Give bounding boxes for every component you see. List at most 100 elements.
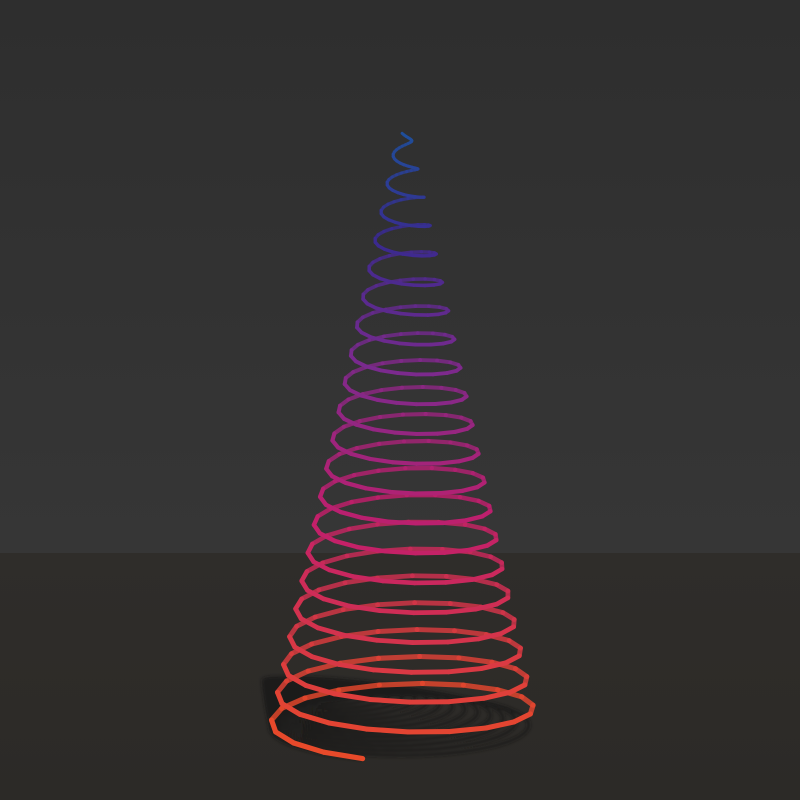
coil-segment [446, 725, 489, 735]
coil-segment [331, 691, 373, 702]
coil-segment [437, 459, 461, 466]
coil-segment [359, 515, 391, 524]
spring-coil-front [268, 131, 533, 762]
coil-segment [447, 601, 484, 610]
coil-segment [379, 385, 404, 393]
coil-segment [440, 518, 469, 526]
coil-segment [413, 550, 447, 556]
coil-segment [354, 441, 382, 451]
coil-segment [321, 749, 366, 762]
coil-segment [432, 492, 463, 500]
coil-segment [399, 385, 425, 390]
coil-segment [420, 385, 444, 390]
coil-segment [456, 655, 495, 665]
coil-segment [341, 632, 380, 643]
coil-segment [443, 413, 464, 420]
coil-segment [355, 544, 388, 554]
coil-segment [305, 587, 326, 602]
coil-segment [364, 364, 383, 373]
coil-segment [336, 403, 343, 415]
coil-segment [285, 672, 309, 688]
coil-segment [375, 627, 420, 634]
coil-segment [399, 358, 423, 363]
coil-segment [316, 580, 348, 593]
coil-segment [287, 634, 298, 650]
coil-segment [507, 682, 528, 695]
coil-segment [363, 486, 393, 495]
coil-segment [378, 412, 405, 420]
coil-segment [350, 574, 386, 584]
coil-segment [388, 279, 404, 286]
coil-segment [273, 729, 297, 746]
coil-segment [457, 494, 481, 504]
coil-segment [346, 522, 380, 532]
coil-segment [462, 522, 487, 532]
coil-segment [348, 348, 354, 358]
coil-segment [483, 719, 517, 731]
coil-segment [309, 654, 342, 667]
coil-segment [342, 416, 359, 427]
floor-plane [0, 553, 800, 800]
coil-segment [311, 514, 320, 528]
coil-segment [419, 680, 466, 688]
coil-segment [418, 358, 440, 363]
coil-segment [478, 660, 509, 672]
coil-segment [396, 371, 418, 377]
coil-segment [433, 400, 454, 406]
coil-segment [348, 388, 364, 398]
coil-segment [398, 331, 420, 336]
coil-segment [375, 492, 409, 500]
coil-segment [360, 388, 384, 397]
coil-segment [380, 358, 404, 366]
coil-segment [376, 466, 408, 473]
coil-segment [369, 335, 386, 343]
coil-segment [470, 572, 495, 582]
coil-segment [410, 639, 451, 645]
coil-segment [359, 393, 380, 402]
coil-segment [382, 332, 403, 339]
coil-segment [363, 726, 411, 735]
coil-segment [321, 596, 351, 609]
coil-segment [435, 358, 453, 365]
coil-segment [312, 607, 346, 620]
coil-segment [412, 600, 453, 606]
coil-segment [293, 596, 305, 612]
coil-segment [423, 411, 448, 418]
coil-segment [291, 740, 327, 755]
coil-segment [446, 695, 487, 705]
coil-segment [315, 625, 347, 638]
coil-segment [426, 438, 453, 445]
coil-segment [349, 451, 372, 461]
coil-segment [429, 465, 458, 472]
coil-segment [414, 627, 457, 634]
coil-segment [460, 682, 501, 693]
spring-coil-back [268, 138, 536, 723]
coil-segment [378, 368, 400, 375]
coil-segment [324, 458, 331, 471]
coil-segment [326, 720, 369, 732]
coil-segment [320, 553, 350, 566]
coil-segment [398, 277, 416, 283]
coil-segment [342, 375, 348, 387]
coil-segment [298, 616, 321, 631]
coil-segment [460, 484, 480, 493]
coil-segment [439, 385, 458, 392]
coil-segment [367, 456, 395, 465]
coil-segment [443, 577, 475, 585]
coil-segment [388, 489, 419, 496]
coil-segment [453, 467, 475, 476]
coil-segment [377, 608, 417, 616]
coil-segment [481, 689, 513, 701]
coil-segment [382, 338, 402, 346]
coil-segment [439, 488, 465, 496]
coil-segment [467, 549, 493, 560]
coil-segment [397, 341, 418, 347]
coil-segment [356, 338, 372, 347]
coil-segment [367, 696, 413, 705]
coil-segment [377, 439, 407, 446]
coil-segment [351, 468, 381, 478]
coil-segment [344, 548, 380, 559]
coil-segment [321, 479, 338, 491]
